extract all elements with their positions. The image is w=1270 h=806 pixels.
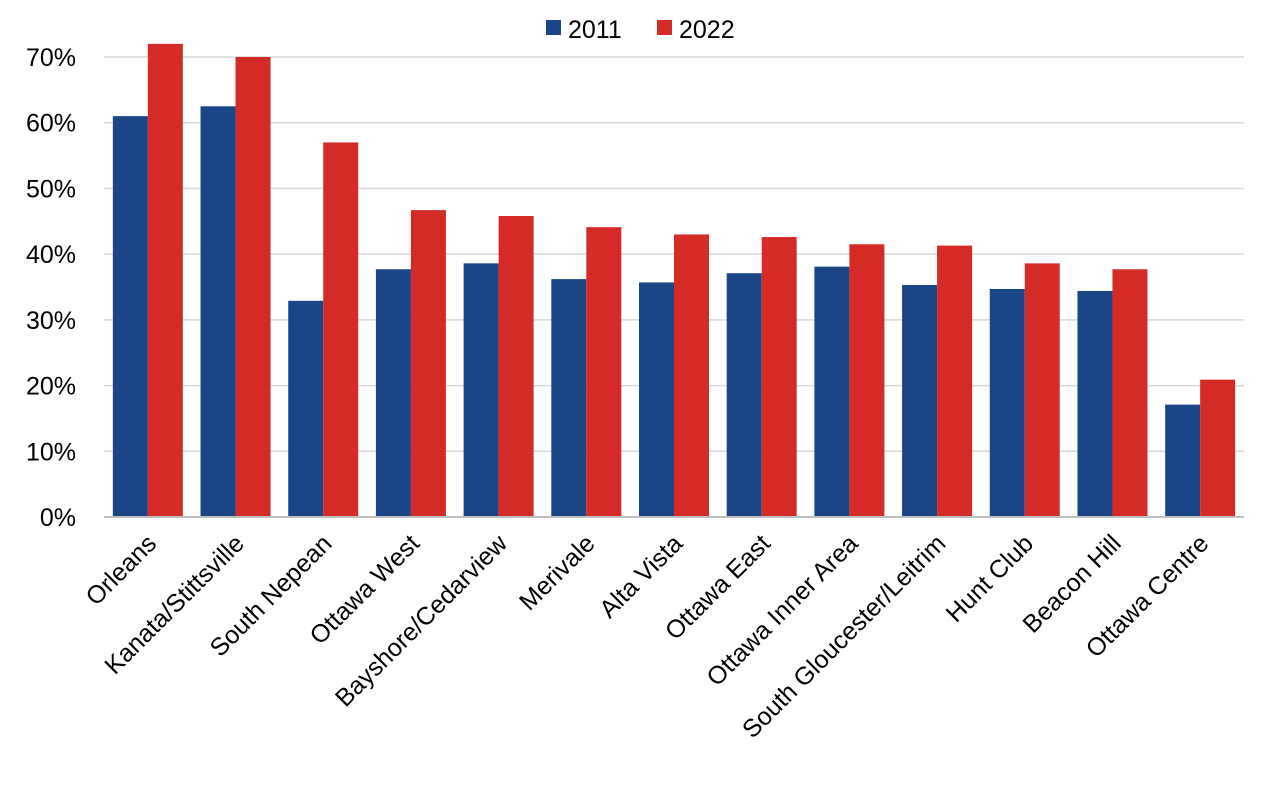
bar-2022-ottawa-centre	[1200, 379, 1236, 517]
bar-2022-south-nepean	[323, 142, 359, 517]
x-category-label: Alta Vista	[594, 529, 688, 623]
x-category-label: Merivale	[514, 529, 601, 616]
bar-2022-orleans	[147, 43, 183, 517]
x-category-label: Orleans	[80, 529, 162, 611]
y-tick-label: 30%	[26, 307, 76, 335]
bar-2022-ottawa-inner-area	[849, 244, 885, 518]
bar-2022-ottawa-west	[410, 210, 446, 517]
bar-2022-bayshore-cedarview	[498, 216, 534, 517]
bar-2011-south-nepean	[288, 300, 324, 517]
x-category-label: Bayshore/Cedarview	[330, 529, 514, 713]
bar-2022-hunt-club	[1024, 263, 1060, 517]
bar-2022-kanata-stittsville	[235, 57, 271, 517]
y-tick-label: 20%	[26, 373, 76, 401]
bar-2011-south-gloucester-leitrim	[902, 285, 938, 517]
bar-2022-south-gloucester-leitrim	[937, 245, 973, 517]
y-tick-label: 70%	[26, 44, 76, 72]
bar-2011-orleans	[112, 116, 148, 518]
y-tick-label: 10%	[26, 438, 76, 466]
bar-2022-beacon-hill	[1112, 269, 1148, 517]
legend-swatch-2022	[657, 20, 672, 35]
legend-swatch-2011	[546, 20, 561, 35]
bars	[112, 43, 1236, 518]
bar-2011-ottawa-west	[375, 269, 411, 517]
legend: 2011 2022	[546, 16, 735, 44]
bar-2011-ottawa-inner-area	[814, 266, 850, 517]
y-tick-label: 60%	[26, 110, 76, 138]
bar-2022-ottawa-east	[761, 237, 797, 518]
bar-2011-merivale	[551, 279, 587, 517]
bar-2011-bayshore-cedarview	[463, 263, 499, 517]
bar-2011-ottawa-east	[726, 273, 762, 517]
legend-label-2022: 2022	[679, 16, 735, 44]
legend-label-2011: 2011	[568, 16, 622, 44]
bar-2022-merivale	[586, 227, 622, 517]
y-tick-label: 0%	[40, 504, 76, 532]
y-tick-label: 50%	[26, 175, 76, 203]
x-category-label: Ottawa Inner Area	[701, 529, 863, 691]
y-tick-label: 40%	[26, 241, 76, 269]
bar-2011-kanata-stittsville	[200, 106, 236, 518]
bar-2022-alta-vista	[674, 234, 709, 517]
bar-2011-hunt-club	[989, 288, 1025, 517]
bar-2011-ottawa-centre	[1165, 404, 1201, 517]
bar-2011-beacon-hill	[1077, 290, 1113, 517]
bar-2011-alta-vista	[639, 282, 674, 517]
